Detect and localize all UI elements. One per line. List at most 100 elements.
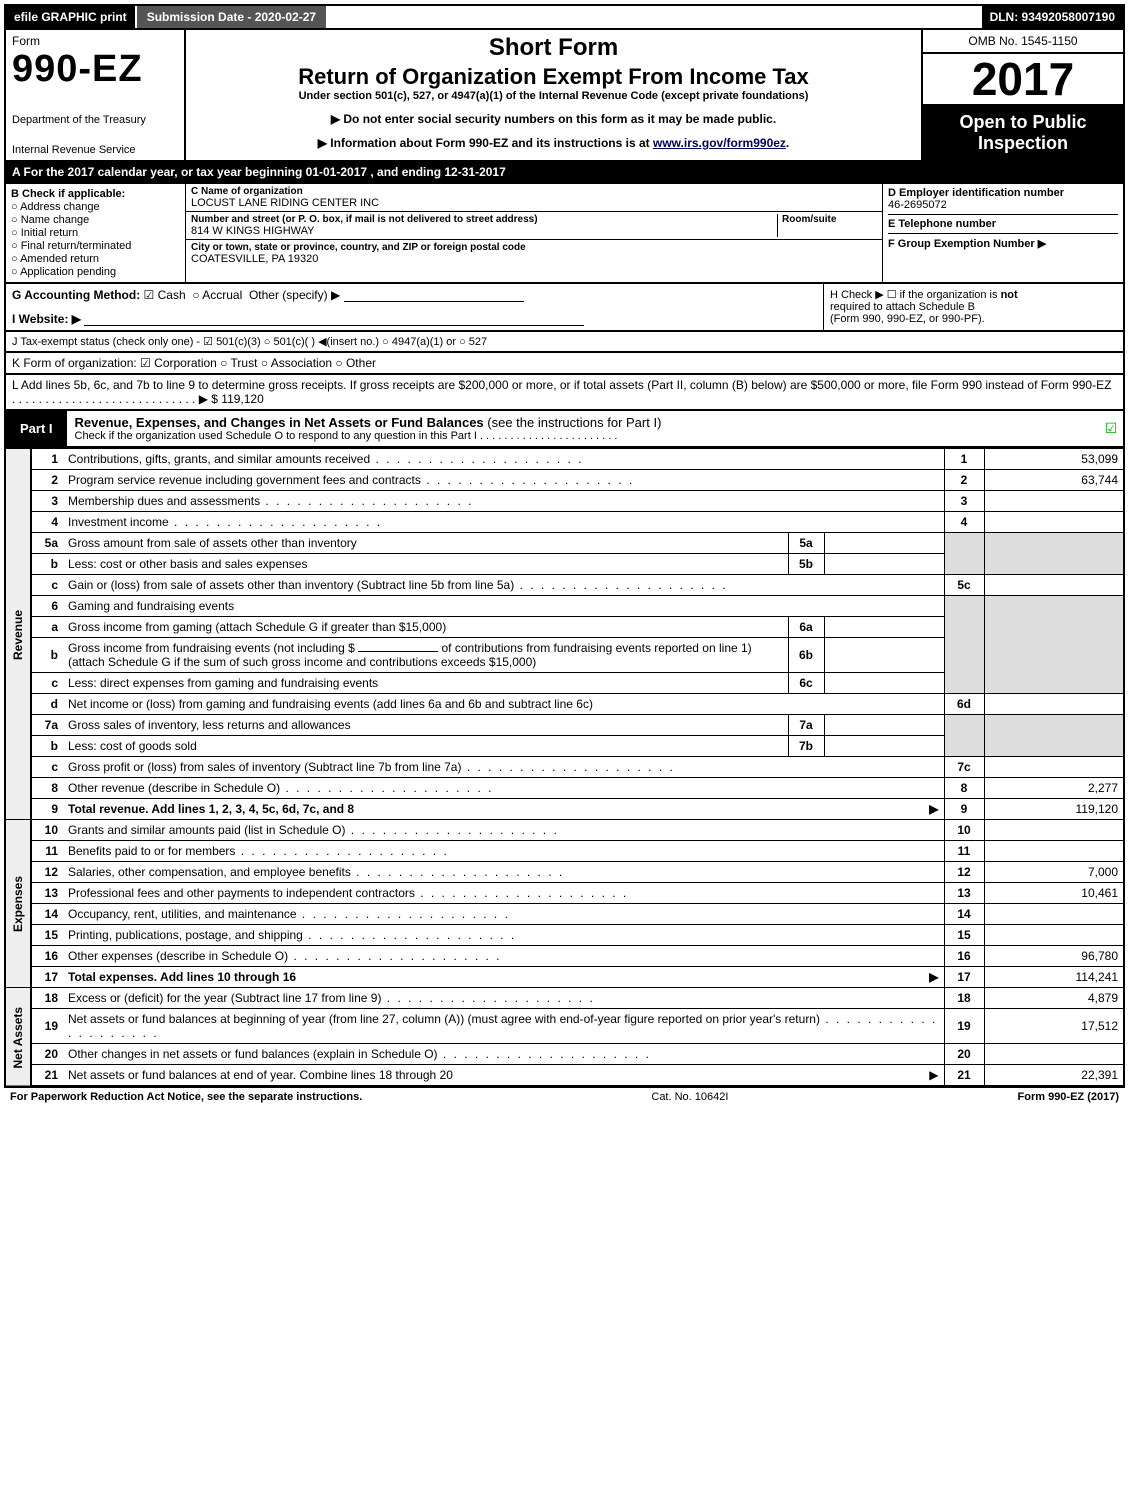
- amt-9: 119,120: [984, 799, 1124, 820]
- ln-13: 13: [31, 883, 63, 904]
- i-website-input[interactable]: [84, 325, 584, 326]
- mval-5b: [824, 554, 944, 575]
- amt-13: 10,461: [984, 883, 1124, 904]
- tax-year: 2017: [923, 54, 1123, 106]
- ln-19: 19: [31, 1009, 63, 1044]
- desc-6d: Net income or (loss) from gaming and fun…: [63, 694, 944, 715]
- ln-12: 12: [31, 862, 63, 883]
- amt-10: [984, 820, 1124, 841]
- form-header: Form 990-EZ Department of the Treasury I…: [4, 30, 1125, 162]
- desc-6b: Gross income from fundraising events (no…: [63, 638, 788, 673]
- ln-16: 16: [31, 946, 63, 967]
- arrow-21: ▶: [929, 1068, 938, 1082]
- g-accrual[interactable]: ○ Accrual: [192, 288, 242, 302]
- h-not: not: [1001, 289, 1018, 301]
- top-bar: efile GRAPHIC print Submission Date - 20…: [4, 4, 1125, 30]
- row-l: L Add lines 5b, 6c, and 7b to line 9 to …: [4, 375, 1125, 411]
- amt-18: 4,879: [984, 988, 1124, 1009]
- c-street-block: Number and street (or P. O. box, if mail…: [186, 212, 882, 240]
- footer-right: Form 990-EZ (2017): [1018, 1091, 1119, 1103]
- mini-6a: 6a: [788, 617, 824, 638]
- form-number: 990-EZ: [12, 48, 178, 91]
- section-def: D Employer identification number 46-2695…: [883, 184, 1123, 282]
- instruction-info: ▶ Information about Form 990-EZ and its …: [194, 136, 913, 150]
- input-6b[interactable]: [358, 651, 438, 652]
- instruction-no-ssn: ▶ Do not enter social security numbers o…: [194, 112, 913, 126]
- grey-6-amt: [984, 596, 1124, 694]
- desc-8: Other revenue (describe in Schedule O): [63, 778, 944, 799]
- open-to-public: Open to Public Inspection: [923, 106, 1123, 160]
- c-room-label: Room/suite: [782, 214, 877, 225]
- amt-3: [984, 491, 1124, 512]
- part1-tag: Part I: [6, 411, 67, 446]
- grey-7: [944, 715, 984, 757]
- num-9: 9: [944, 799, 984, 820]
- g-label: G Accounting Method:: [12, 288, 140, 302]
- amt-7c: [984, 757, 1124, 778]
- num-11: 11: [944, 841, 984, 862]
- section-c: C Name of organization LOCUST LANE RIDIN…: [186, 184, 883, 282]
- ln-8: 8: [31, 778, 63, 799]
- g-cash[interactable]: ☑ Cash: [144, 288, 186, 302]
- header-right: OMB No. 1545-1150 2017 Open to Public In…: [923, 30, 1123, 160]
- ln-18: 18: [31, 988, 63, 1009]
- b-final-return[interactable]: Final return/terminated: [11, 240, 180, 252]
- desc-16: Other expenses (describe in Schedule O): [63, 946, 944, 967]
- revenue-side-label: Revenue: [5, 449, 31, 820]
- mini-5b: 5b: [788, 554, 824, 575]
- desc-17: Total expenses. Add lines 10 through 16 …: [63, 967, 944, 988]
- d-ein: 46-2695072: [888, 199, 1118, 211]
- b-initial-return[interactable]: Initial return: [11, 227, 180, 239]
- entity-block: B Check if applicable: Address change Na…: [4, 184, 1125, 284]
- ln-3: 3: [31, 491, 63, 512]
- amt-8: 2,277: [984, 778, 1124, 799]
- f-label: F Group Exemption Number ▶: [888, 237, 1118, 250]
- h-rest2: (Form 990, 990-EZ, or 990-PF).: [830, 313, 1117, 325]
- grey-6: [944, 596, 984, 694]
- b-name-change[interactable]: Name change: [11, 214, 180, 226]
- b-application-pending[interactable]: Application pending: [11, 266, 180, 278]
- header-left: Form 990-EZ Department of the Treasury I…: [6, 30, 186, 160]
- c-city-label: City or town, state or province, country…: [191, 242, 877, 253]
- line-a-tax-year: A For the 2017 calendar year, or tax yea…: [4, 162, 1125, 184]
- amt-19: 17,512: [984, 1009, 1124, 1044]
- num-3: 3: [944, 491, 984, 512]
- g-other[interactable]: Other (specify) ▶: [249, 288, 340, 302]
- c-org-name: LOCUST LANE RIDING CENTER INC: [191, 197, 877, 209]
- desc-14: Occupancy, rent, utilities, and maintena…: [63, 904, 944, 925]
- amt-17: 114,241: [984, 967, 1124, 988]
- b-address-change[interactable]: Address change: [11, 201, 180, 213]
- h-schedule-b: H Check ▶ ☐ if the organization is not r…: [823, 284, 1123, 330]
- arrow2-pre: ▶ Information about Form 990-EZ and its …: [318, 136, 653, 150]
- row-j: J Tax-exempt status (check only one) - ☑…: [4, 332, 1125, 353]
- ln-17: 17: [31, 967, 63, 988]
- part1-header: Part I Revenue, Expenses, and Changes in…: [4, 411, 1125, 448]
- mini-6c: 6c: [788, 673, 824, 694]
- b-amended-return[interactable]: Amended return: [11, 253, 180, 265]
- e-label: E Telephone number: [888, 218, 1118, 230]
- mini-6b: 6b: [788, 638, 824, 673]
- mval-7a: [824, 715, 944, 736]
- desc-10: Grants and similar amounts paid (list in…: [63, 820, 944, 841]
- num-6d: 6d: [944, 694, 984, 715]
- open-line1: Open to Public: [925, 112, 1121, 133]
- h-rest1: required to attach Schedule B: [830, 301, 1117, 313]
- topbar-spacer: [328, 6, 981, 28]
- g-other-input[interactable]: [344, 301, 524, 302]
- footer: For Paperwork Reduction Act Notice, see …: [4, 1087, 1125, 1106]
- header-mid: Short Form Return of Organization Exempt…: [186, 30, 923, 160]
- desc-17-text: Total expenses. Add lines 10 through 16: [68, 970, 296, 984]
- desc-21: Net assets or fund balances at end of ye…: [63, 1065, 944, 1087]
- amt-5c: [984, 575, 1124, 596]
- num-21: 21: [944, 1065, 984, 1087]
- irs-link[interactable]: www.irs.gov/form990ez: [653, 136, 786, 150]
- part1-check[interactable]: ☑: [1099, 411, 1123, 446]
- num-1: 1: [944, 449, 984, 470]
- desc-19: Net assets or fund balances at beginning…: [63, 1009, 944, 1044]
- desc-11: Benefits paid to or for members: [63, 841, 944, 862]
- desc-7a: Gross sales of inventory, less returns a…: [63, 715, 788, 736]
- l-dots: . . . . . . . . . . . . . . . . . . . . …: [12, 392, 221, 406]
- ln-5c: c: [31, 575, 63, 596]
- irs-label: Internal Revenue Service: [12, 144, 178, 156]
- efile-label[interactable]: efile GRAPHIC print: [6, 6, 135, 28]
